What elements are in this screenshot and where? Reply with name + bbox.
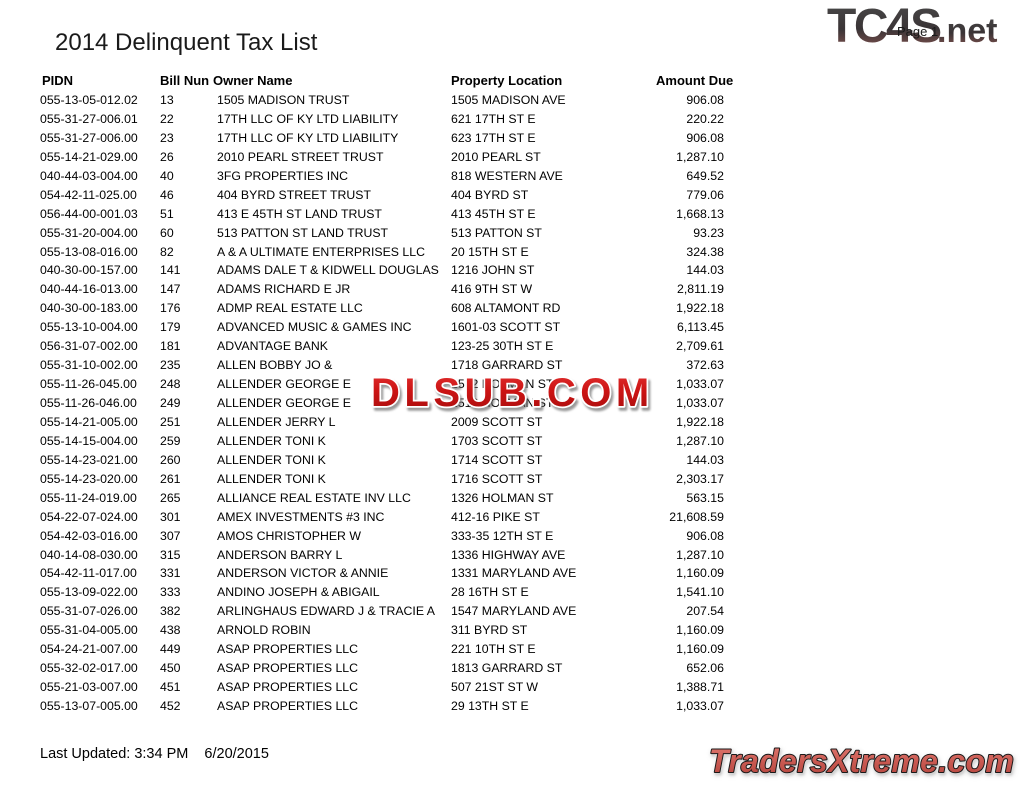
svg-text:TradersXtreme.com: TradersXtreme.com — [709, 743, 1014, 779]
svg-text:DLSUB.COM: DLSUB.COM — [371, 372, 654, 415]
svg-text:.net: .net — [937, 12, 997, 50]
